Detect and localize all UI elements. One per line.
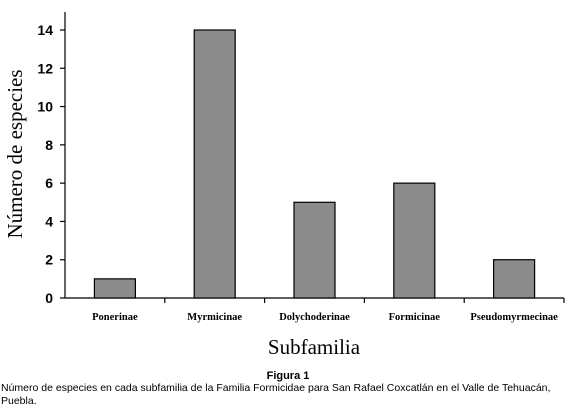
bar-dolychoderinae <box>293 201 336 299</box>
x-tick-label: Dolychoderinae <box>279 312 350 323</box>
bars <box>93 29 536 299</box>
y-tick-label: 12 <box>37 60 53 76</box>
x-tick-label: Ponerinae <box>92 312 138 323</box>
y-tick-label: 4 <box>45 213 53 229</box>
y-axis: 0 2 4 6 8 10 12 14 <box>37 12 66 306</box>
x-tick-label: Myrmicinae <box>187 312 242 323</box>
figure-caption-text: Número de especies en cada subfamilia de… <box>1 382 551 407</box>
bar-chart: 0 2 4 6 8 10 12 14 Ponerinae Myrmicinae Dolychode… <box>3 12 565 359</box>
y-tick-label: 2 <box>45 252 53 268</box>
y-axis-label: Número de especies <box>3 69 27 238</box>
figure-caption-title: Figura 1 <box>266 370 310 382</box>
y-tick-label: 8 <box>45 137 53 153</box>
y-tick-label: 10 <box>37 99 53 115</box>
x-tick-label: Formicinae <box>389 312 441 323</box>
bar-pseudomyrmecinae <box>493 259 536 299</box>
y-tick-label: 6 <box>45 175 53 191</box>
x-tick-label: Pseudomyrmecinae <box>470 312 558 323</box>
x-axis: Ponerinae Myrmicinae Dolychoderinae Formici… <box>65 297 565 323</box>
bar-formicinae <box>393 182 436 299</box>
x-axis-label: Subfamilia <box>268 335 361 359</box>
y-tick-label: 14 <box>37 22 53 38</box>
bar-ponerinae <box>93 278 137 299</box>
bar-myrmicinae <box>193 29 236 299</box>
y-tick-label: 0 <box>45 290 53 306</box>
